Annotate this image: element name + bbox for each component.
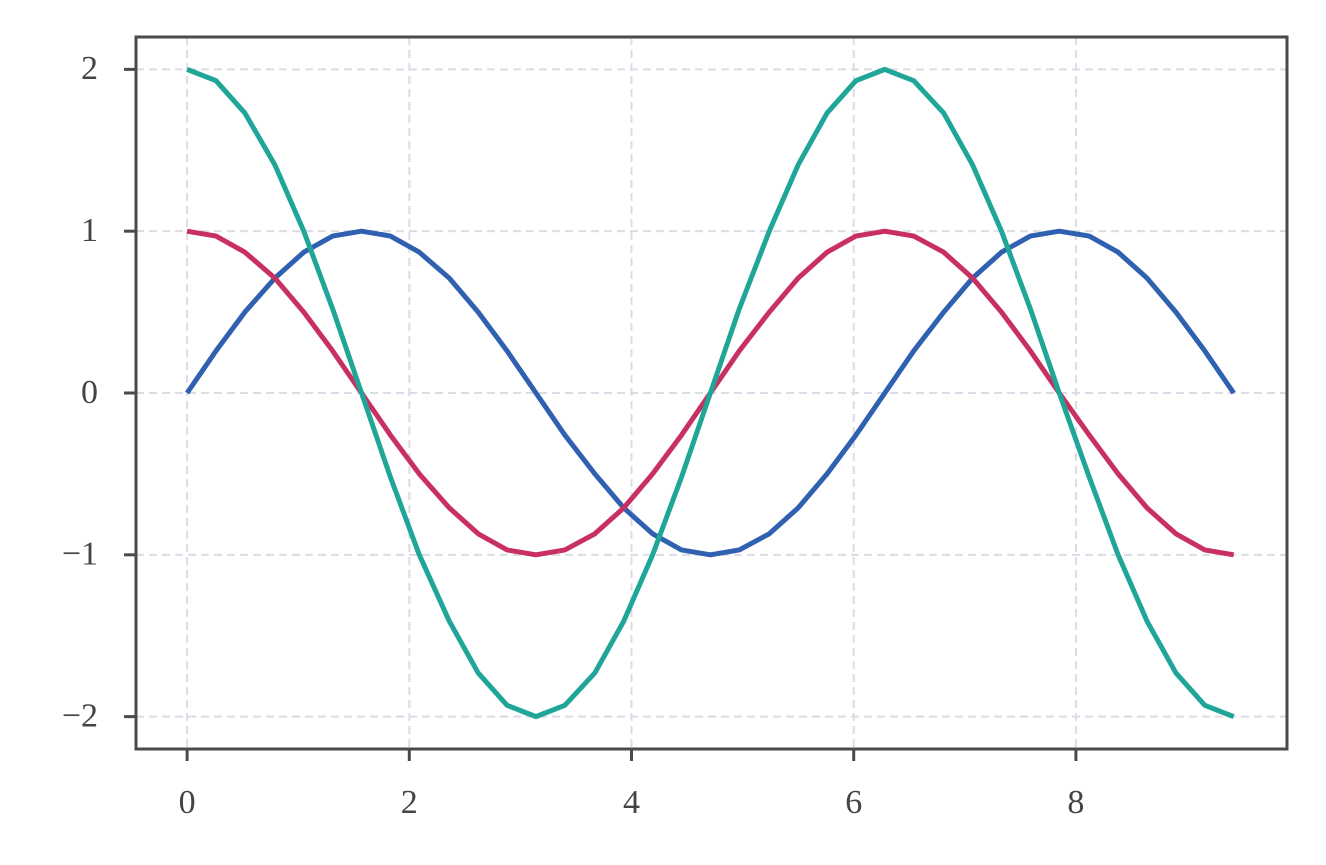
line (185, 228, 1236, 558)
x-tick-label: 0 (179, 784, 196, 821)
y-tick-label: 1 (81, 212, 98, 249)
y-tick-label: 0 (81, 374, 98, 411)
line (186, 66, 1235, 720)
x-tick-label: 6 (845, 784, 862, 821)
x-tick-label: 2 (401, 784, 418, 821)
x-tick-label: 4 (623, 784, 640, 821)
y-tick-label: −2 (62, 697, 98, 734)
y-tick-label: 2 (81, 50, 98, 87)
x-tick-label: 8 (1067, 784, 1084, 821)
y-tick-label: −1 (62, 536, 98, 573)
plot-frame (134, 35, 1289, 751)
